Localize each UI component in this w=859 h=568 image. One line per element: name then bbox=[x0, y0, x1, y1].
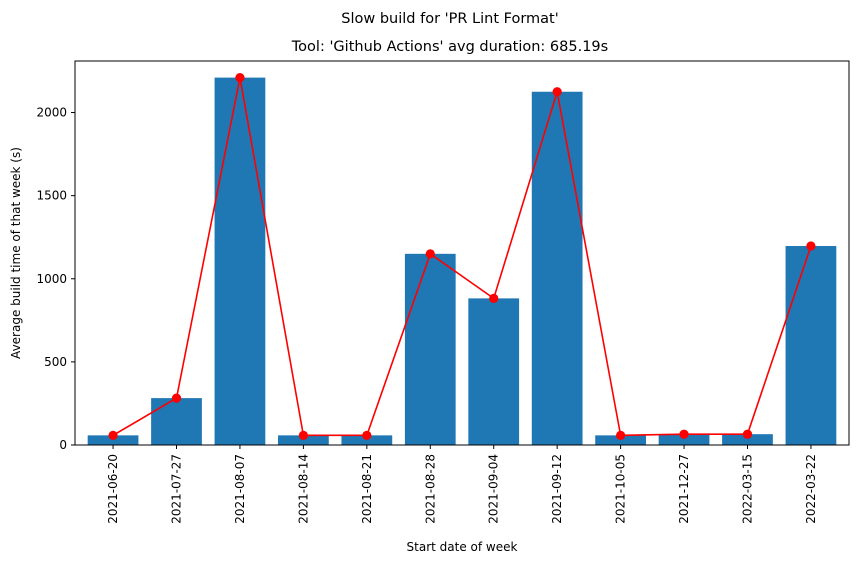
chart-title: Tool: 'Github Actions' avg duration: 685… bbox=[291, 39, 608, 55]
line-point bbox=[108, 430, 118, 440]
bar bbox=[785, 246, 837, 445]
bar bbox=[595, 435, 646, 445]
bar bbox=[87, 435, 139, 445]
bar bbox=[151, 398, 202, 445]
line-point bbox=[235, 73, 245, 83]
x-tick-label: 2021-08-21 bbox=[360, 454, 374, 524]
y-tick-label: 1500 bbox=[36, 189, 67, 203]
bar bbox=[658, 434, 710, 445]
line-point bbox=[171, 393, 182, 403]
bar bbox=[468, 298, 520, 445]
bar bbox=[341, 435, 393, 445]
line-point bbox=[425, 249, 435, 259]
x-tick-label: 2021-12-27 bbox=[677, 454, 691, 524]
x-tick-label: 2021-07-27 bbox=[170, 454, 184, 524]
bar bbox=[404, 253, 456, 445]
x-tick-label: 2022-03-22 bbox=[804, 454, 818, 524]
line-series bbox=[112, 77, 812, 437]
bar bbox=[722, 434, 773, 445]
y-axis-label: Average build time of that week (s) bbox=[9, 147, 23, 359]
x-tick-label: 2021-08-14 bbox=[296, 454, 310, 524]
y-tick-label: 2000 bbox=[36, 106, 67, 120]
y-tick-label: 0 bbox=[59, 438, 67, 452]
line-point bbox=[679, 429, 689, 439]
axes-frame bbox=[74, 60, 850, 446]
line-point bbox=[298, 430, 308, 440]
line-point bbox=[552, 87, 562, 97]
x-axis-label: Start date of week bbox=[407, 540, 518, 554]
line-point bbox=[362, 430, 372, 440]
line-point bbox=[616, 430, 626, 440]
line-point bbox=[806, 241, 816, 251]
y-tick-label: 1000 bbox=[36, 272, 67, 286]
line-point bbox=[489, 293, 499, 303]
x-tick-label: 2021-09-12 bbox=[550, 454, 564, 524]
x-tick-label: 2021-06-20 bbox=[106, 454, 120, 524]
y-tick-label: 500 bbox=[44, 355, 67, 369]
line-point bbox=[742, 429, 753, 439]
bar bbox=[531, 91, 583, 445]
bar bbox=[214, 77, 266, 446]
x-tick-label: 2021-08-07 bbox=[233, 454, 247, 524]
bar bbox=[278, 435, 329, 445]
plot-area: 0 500 1000 1500 2000 2021-06-20 2021-07-27 2021… bbox=[36, 60, 850, 524]
x-tick-label: 2021-10-05 bbox=[614, 454, 628, 524]
x-tick-label: 2021-08-28 bbox=[423, 454, 437, 524]
chart-suptitle: Slow build for 'PR Lint Format' bbox=[341, 11, 558, 27]
x-tick-label: 2021-09-04 bbox=[487, 454, 501, 524]
x-tick-label: 2022-03-15 bbox=[740, 454, 754, 524]
